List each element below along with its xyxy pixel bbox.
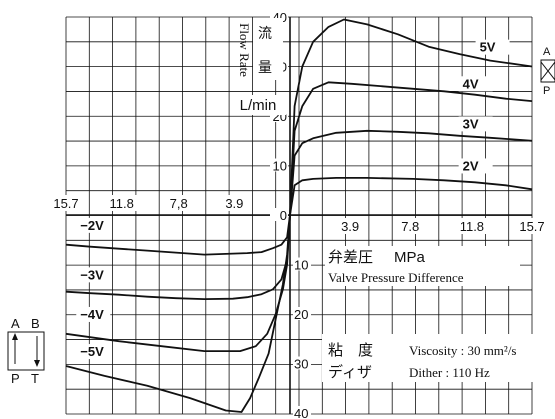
symbol-port-p: P (11, 371, 20, 386)
ylabel-japanese-1: 流 (258, 26, 272, 42)
series-line (289, 177, 533, 216)
series-label-bg (76, 306, 111, 322)
series-label: 3V (463, 116, 479, 131)
series-label: −5V (80, 344, 104, 359)
chart-axes (66, 17, 532, 414)
y-tick-label-bg (293, 257, 311, 271)
y-tick-label-bg (270, 208, 288, 221)
series-label: −2V (80, 218, 104, 233)
x-tick-label-bg (50, 195, 82, 211)
symbol-top-port-a: A (543, 46, 551, 58)
x-tick-label: 3.9 (341, 219, 359, 234)
chart-labels: Flow Rate 流 量 L/min 弁差圧 MPa Valve Pressu… (230, 18, 555, 382)
series-line (289, 18, 533, 216)
y-tick-label: 10 (294, 258, 308, 273)
series-line (65, 214, 291, 256)
ylabel-background (253, 18, 283, 80)
symbol-top-port-p: P (543, 85, 550, 97)
valve-symbol-bottom: A B P T (7, 316, 45, 386)
ylabel-english: Flow Rate (237, 23, 252, 77)
x-tick-label: 15.7 (519, 219, 544, 234)
series-label: 2V (463, 158, 479, 173)
x-unit: MPa (394, 249, 426, 266)
x-tick-label: 11.8 (460, 219, 484, 234)
series-label-bg (458, 116, 493, 132)
x-tick-label: 7.8 (401, 219, 419, 234)
dither-english: Dither : 110 Hz (409, 365, 490, 380)
series-label-bg (475, 39, 510, 55)
y-tick-label: 10 (273, 159, 287, 174)
y-tick-label-bg (270, 158, 288, 172)
series-label-bg (458, 76, 493, 92)
viscosity-japanese: 粘 度 (328, 341, 373, 359)
dither-japanese: ディザ (328, 363, 372, 381)
series-labels: 5V 4V 3V 2V −2V −3V −4V −5V (76, 39, 510, 360)
x-tick-label-bg (335, 218, 366, 234)
x-tick-label-bg (395, 218, 426, 234)
series-line (289, 81, 533, 216)
series-label-bg (76, 217, 111, 233)
series-line (65, 214, 291, 352)
y-tick-label: 0 (280, 208, 287, 223)
xlabel-japanese: 弁差圧 (328, 248, 373, 266)
ylabel-japanese-2: 量 (258, 60, 272, 76)
y-tick-label: 40 (294, 406, 308, 419)
y-unit-background (230, 95, 286, 115)
x-tick-label: 15.7 (53, 196, 78, 211)
series-label-bg (458, 158, 493, 174)
x-tick-label-bg (456, 218, 487, 234)
series-line (289, 129, 533, 216)
y-tick-label: 30 (294, 357, 308, 372)
series-label: −3V (80, 267, 104, 282)
series-label-bg (76, 267, 111, 283)
valve-symbol-top: A P (540, 46, 555, 97)
series-label: 4V (463, 76, 479, 91)
viscosity-english: Viscosity : 30 mm²/s (409, 343, 517, 358)
y-tick-label-bg (293, 356, 311, 370)
xlabel-english: Valve Pressure Difference (328, 270, 464, 285)
y-tick-label: 20 (294, 307, 308, 322)
x-tick-label-bg (517, 218, 547, 234)
y-tick-label-bg (293, 307, 311, 320)
chart-curves (65, 18, 533, 413)
symbol-port-t: T (31, 371, 39, 386)
x-tick-label: 7,8 (170, 196, 188, 211)
x-tick-label: 11.8 (109, 196, 133, 211)
symbol-port-a: A (11, 316, 20, 331)
x-tick-label-bg (218, 195, 251, 211)
symbol-port-b: B (31, 316, 40, 331)
x-tick-label: 3.9 (225, 196, 243, 211)
y-unit: L/min (240, 97, 277, 114)
y-tick-label-bg (293, 406, 311, 419)
conditions-background (322, 334, 555, 382)
xlabel-background (325, 246, 520, 286)
series-line (65, 214, 291, 413)
series-label: −4V (80, 307, 104, 322)
x-tick-label-bg (105, 195, 138, 211)
series-label: 5V (480, 40, 496, 55)
series-label-bg (76, 344, 111, 360)
series-line (65, 214, 291, 300)
x-tick-label-bg (162, 195, 195, 211)
